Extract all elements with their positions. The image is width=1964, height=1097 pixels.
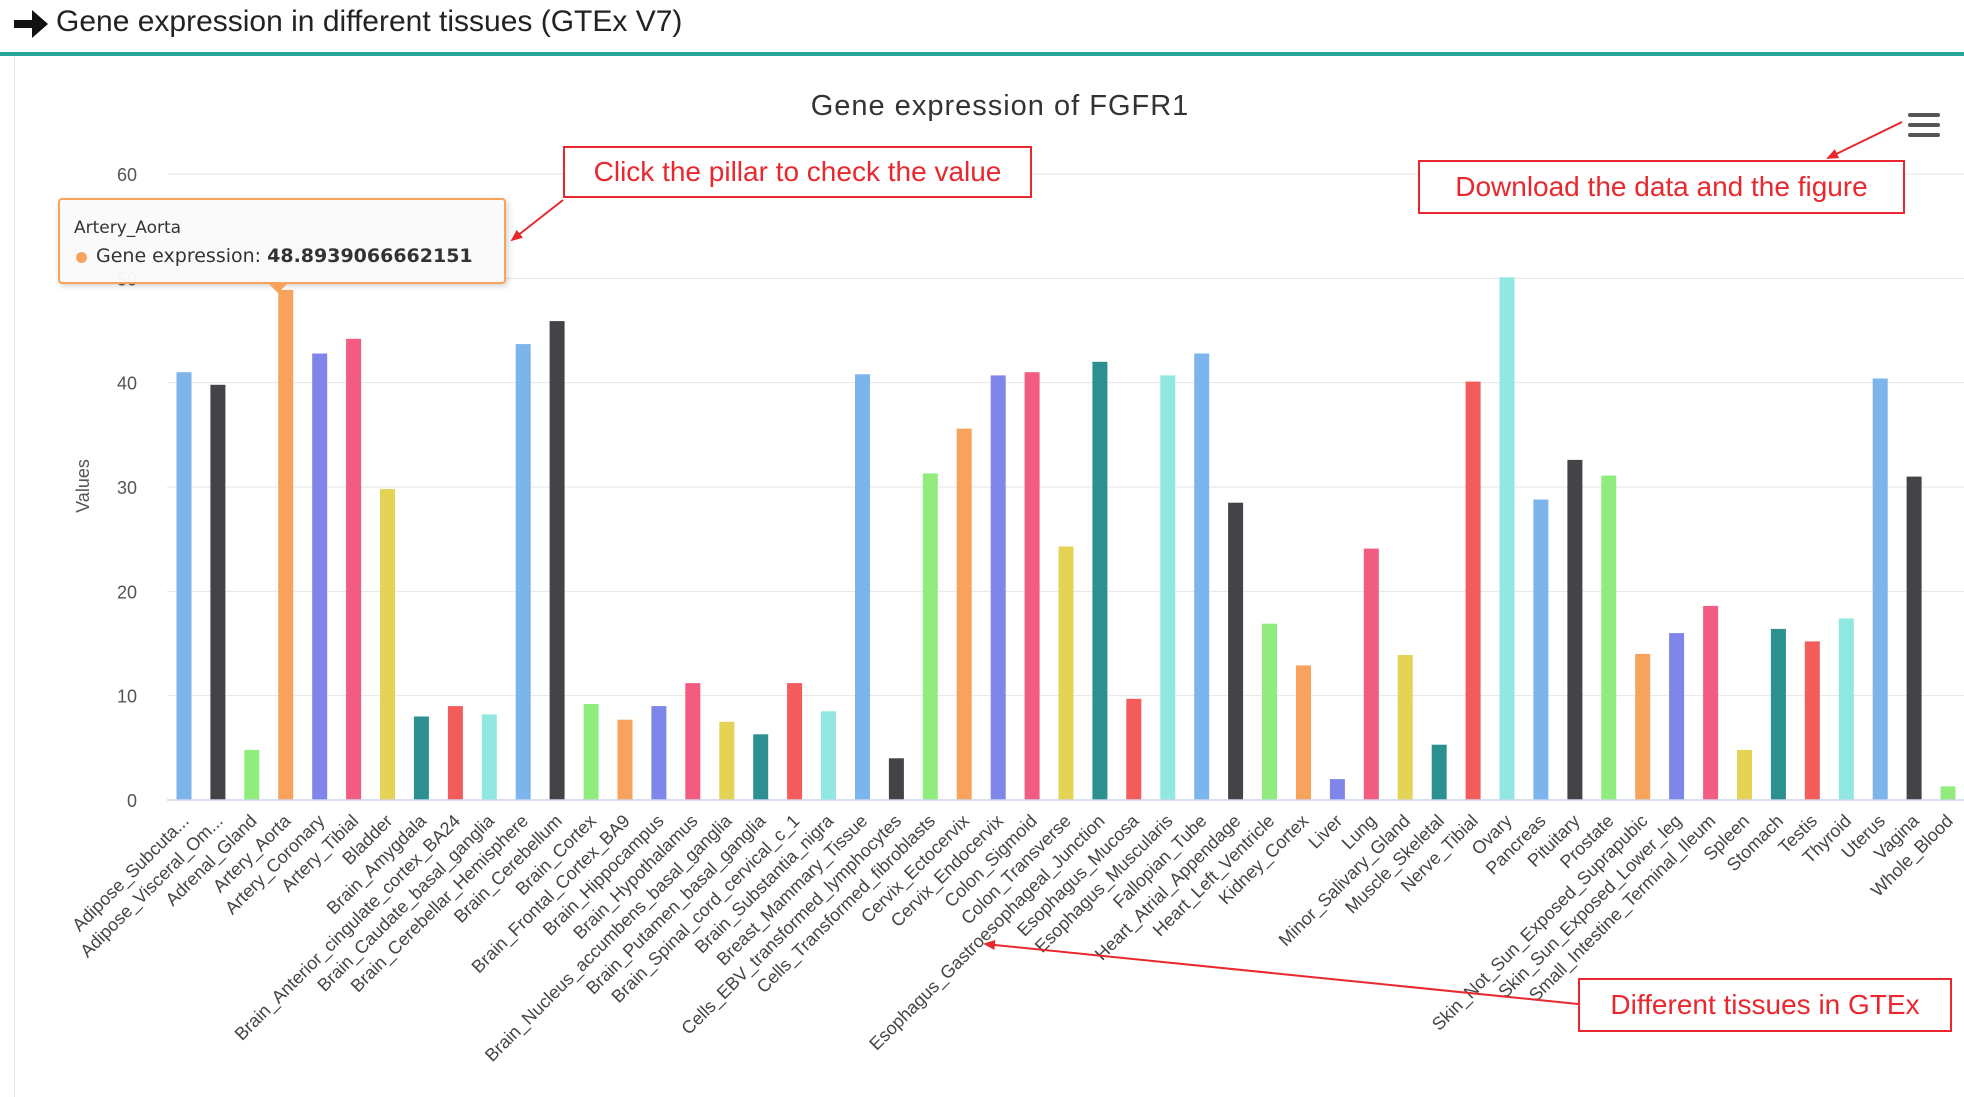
- arrow-right-icon: [14, 10, 48, 38]
- y-tick-label-30: 30: [117, 478, 137, 498]
- bar-Uterus[interactable]: [1872, 378, 1888, 801]
- bar-chart: 0102030405060 Adipose_Subcuta...Adipose_…: [68, 90, 1964, 1066]
- bar-Pancreas[interactable]: [1533, 499, 1549, 801]
- bar-Adipose_Visceral_Om...[interactable]: [210, 384, 226, 800]
- bar-Adipose_Subcuta...[interactable]: [176, 372, 192, 800]
- bar-Cervix_Ectocervix[interactable]: [956, 428, 972, 800]
- bar-Brain_Putamen_basal_ganglia[interactable]: [753, 734, 769, 800]
- bar-Brain_Cortex[interactable]: [583, 704, 599, 800]
- x-tick-label-Liver: Liver: [1304, 811, 1346, 853]
- bar-Esophagus_Muscularis[interactable]: [1160, 375, 1176, 800]
- bar-Brain_Hippocampus[interactable]: [651, 706, 667, 800]
- tooltip-title: Artery_Aorta: [74, 218, 182, 238]
- bar-Adrenal_Gland[interactable]: [244, 749, 260, 800]
- bar-Ovary[interactable]: [1499, 277, 1515, 800]
- bar-Thyroid[interactable]: [1838, 618, 1854, 801]
- y-tick-label-10: 10: [117, 687, 137, 707]
- bar-Heart_Left_Ventricle[interactable]: [1262, 623, 1277, 800]
- annotation-tissues: Different tissues in GTEx: [1578, 978, 1952, 1032]
- bar-Kidney_Cortex[interactable]: [1296, 665, 1311, 800]
- bar-Spleen[interactable]: [1737, 749, 1752, 800]
- bar-Small_Intestine_Terminal_Ileum[interactable]: [1703, 605, 1719, 800]
- bar-Artery_Aorta[interactable]: [278, 289, 294, 800]
- section-title: Gene expression in different tissues (GT…: [56, 5, 683, 38]
- y-axis-title: Values: [73, 459, 93, 513]
- section-header: Gene expression in different tissues (GT…: [0, 0, 1964, 56]
- y-tick-label-40: 40: [117, 374, 137, 394]
- bar-Brain_Frontal_Cortex_BA9[interactable]: [617, 719, 633, 800]
- x-tick-label-Adipose_Visceral_Om...: Adipose_Visceral_Om...: [76, 811, 227, 962]
- bar-Liver[interactable]: [1329, 779, 1345, 800]
- bar-Esophagus_Gastroesophageal_Junction[interactable]: [1092, 361, 1108, 800]
- y-tick-label-20: 20: [117, 582, 137, 602]
- bar-Brain_Cerebellar_Hemisphere[interactable]: [515, 344, 531, 800]
- bar-Brain_Substantia_nigra[interactable]: [821, 711, 836, 800]
- bar-Stomach[interactable]: [1770, 628, 1786, 800]
- bar-Cervix_Endocervix[interactable]: [990, 375, 1006, 800]
- bar-Colon_Transverse[interactable]: [1058, 546, 1074, 801]
- tooltip-series-dot: [76, 252, 87, 263]
- y-tick-label-0: 0: [127, 791, 137, 811]
- bar-Breast_Mammary_Tissue[interactable]: [855, 374, 870, 800]
- bar-Colon_Sigmoid[interactable]: [1024, 372, 1040, 800]
- bar-Minor_Salivary_Gland[interactable]: [1397, 655, 1413, 800]
- bar-Brain_Nucleus_accumbens_basal_ganglia[interactable]: [719, 721, 735, 801]
- bar-Brain_Caudate_basal_ganglia[interactable]: [481, 714, 497, 800]
- bar-Esophagus_Mucosa[interactable]: [1126, 698, 1142, 800]
- chart-panel: 0102030405060 Adipose_Subcuta...Adipose_…: [14, 56, 1964, 1097]
- y-axis-ticks: 0102030405060: [117, 165, 137, 811]
- bar-Vagina[interactable]: [1906, 476, 1922, 800]
- bar-Lung[interactable]: [1363, 548, 1379, 800]
- chart-title: Gene expression of FGFR1: [811, 90, 1190, 122]
- bar-Testis[interactable]: [1804, 641, 1820, 800]
- bar-Bladder[interactable]: [380, 489, 395, 800]
- tooltip-label: Gene expression: 48.8939066662151: [96, 245, 473, 267]
- bar-Brain_Anterior_cingulate_cortex_BA24[interactable]: [447, 706, 463, 800]
- bar-Skin_Sun_Exposed_Lower_leg[interactable]: [1669, 633, 1685, 800]
- bar-Skin_Not_Sun_Exposed_Suprapubic[interactable]: [1635, 653, 1651, 800]
- bar-Muscle_Skeletal[interactable]: [1431, 744, 1447, 800]
- annotation-download: Download the data and the figure: [1418, 160, 1905, 214]
- bar-Heart_Atrial_Appendage[interactable]: [1228, 502, 1244, 800]
- bars: [176, 277, 1956, 801]
- bar-Fallopian_Tube[interactable]: [1194, 353, 1210, 801]
- bar-Artery_Tibial[interactable]: [346, 338, 362, 800]
- bar-Brain_Hypothalamus[interactable]: [685, 683, 701, 800]
- bar-Brain_Amygdala[interactable]: [413, 716, 429, 801]
- bar-Cells_Transformed_fibroblasts[interactable]: [922, 473, 938, 800]
- tooltip-value: 48.8939066662151: [267, 245, 473, 267]
- tooltip-pointer: [268, 283, 288, 293]
- tooltip-label-text: Gene expression:: [96, 245, 268, 267]
- annotation-click-pillar: Click the pillar to check the value: [563, 146, 1032, 198]
- bar-Pituitary[interactable]: [1567, 459, 1583, 800]
- hamburger-menu-icon[interactable]: [1908, 112, 1940, 138]
- bar-Cells_EBV_transformed_lymphocytes[interactable]: [888, 758, 904, 800]
- bar-Artery_Coronary[interactable]: [312, 353, 328, 801]
- header-underline: [0, 52, 1964, 56]
- bar-tooltip: Artery_Aorta Gene expression: 48.8939066…: [58, 198, 506, 284]
- bar-Nerve_Tibial[interactable]: [1465, 381, 1481, 800]
- bar-Whole_Blood[interactable]: [1940, 786, 1956, 800]
- bar-Brain_Cerebellum[interactable]: [549, 321, 565, 800]
- bar-Prostate[interactable]: [1601, 475, 1617, 801]
- bar-Brain_Spinal_cord_cervical_c_1[interactable]: [787, 683, 803, 800]
- y-tick-label-60: 60: [117, 165, 137, 185]
